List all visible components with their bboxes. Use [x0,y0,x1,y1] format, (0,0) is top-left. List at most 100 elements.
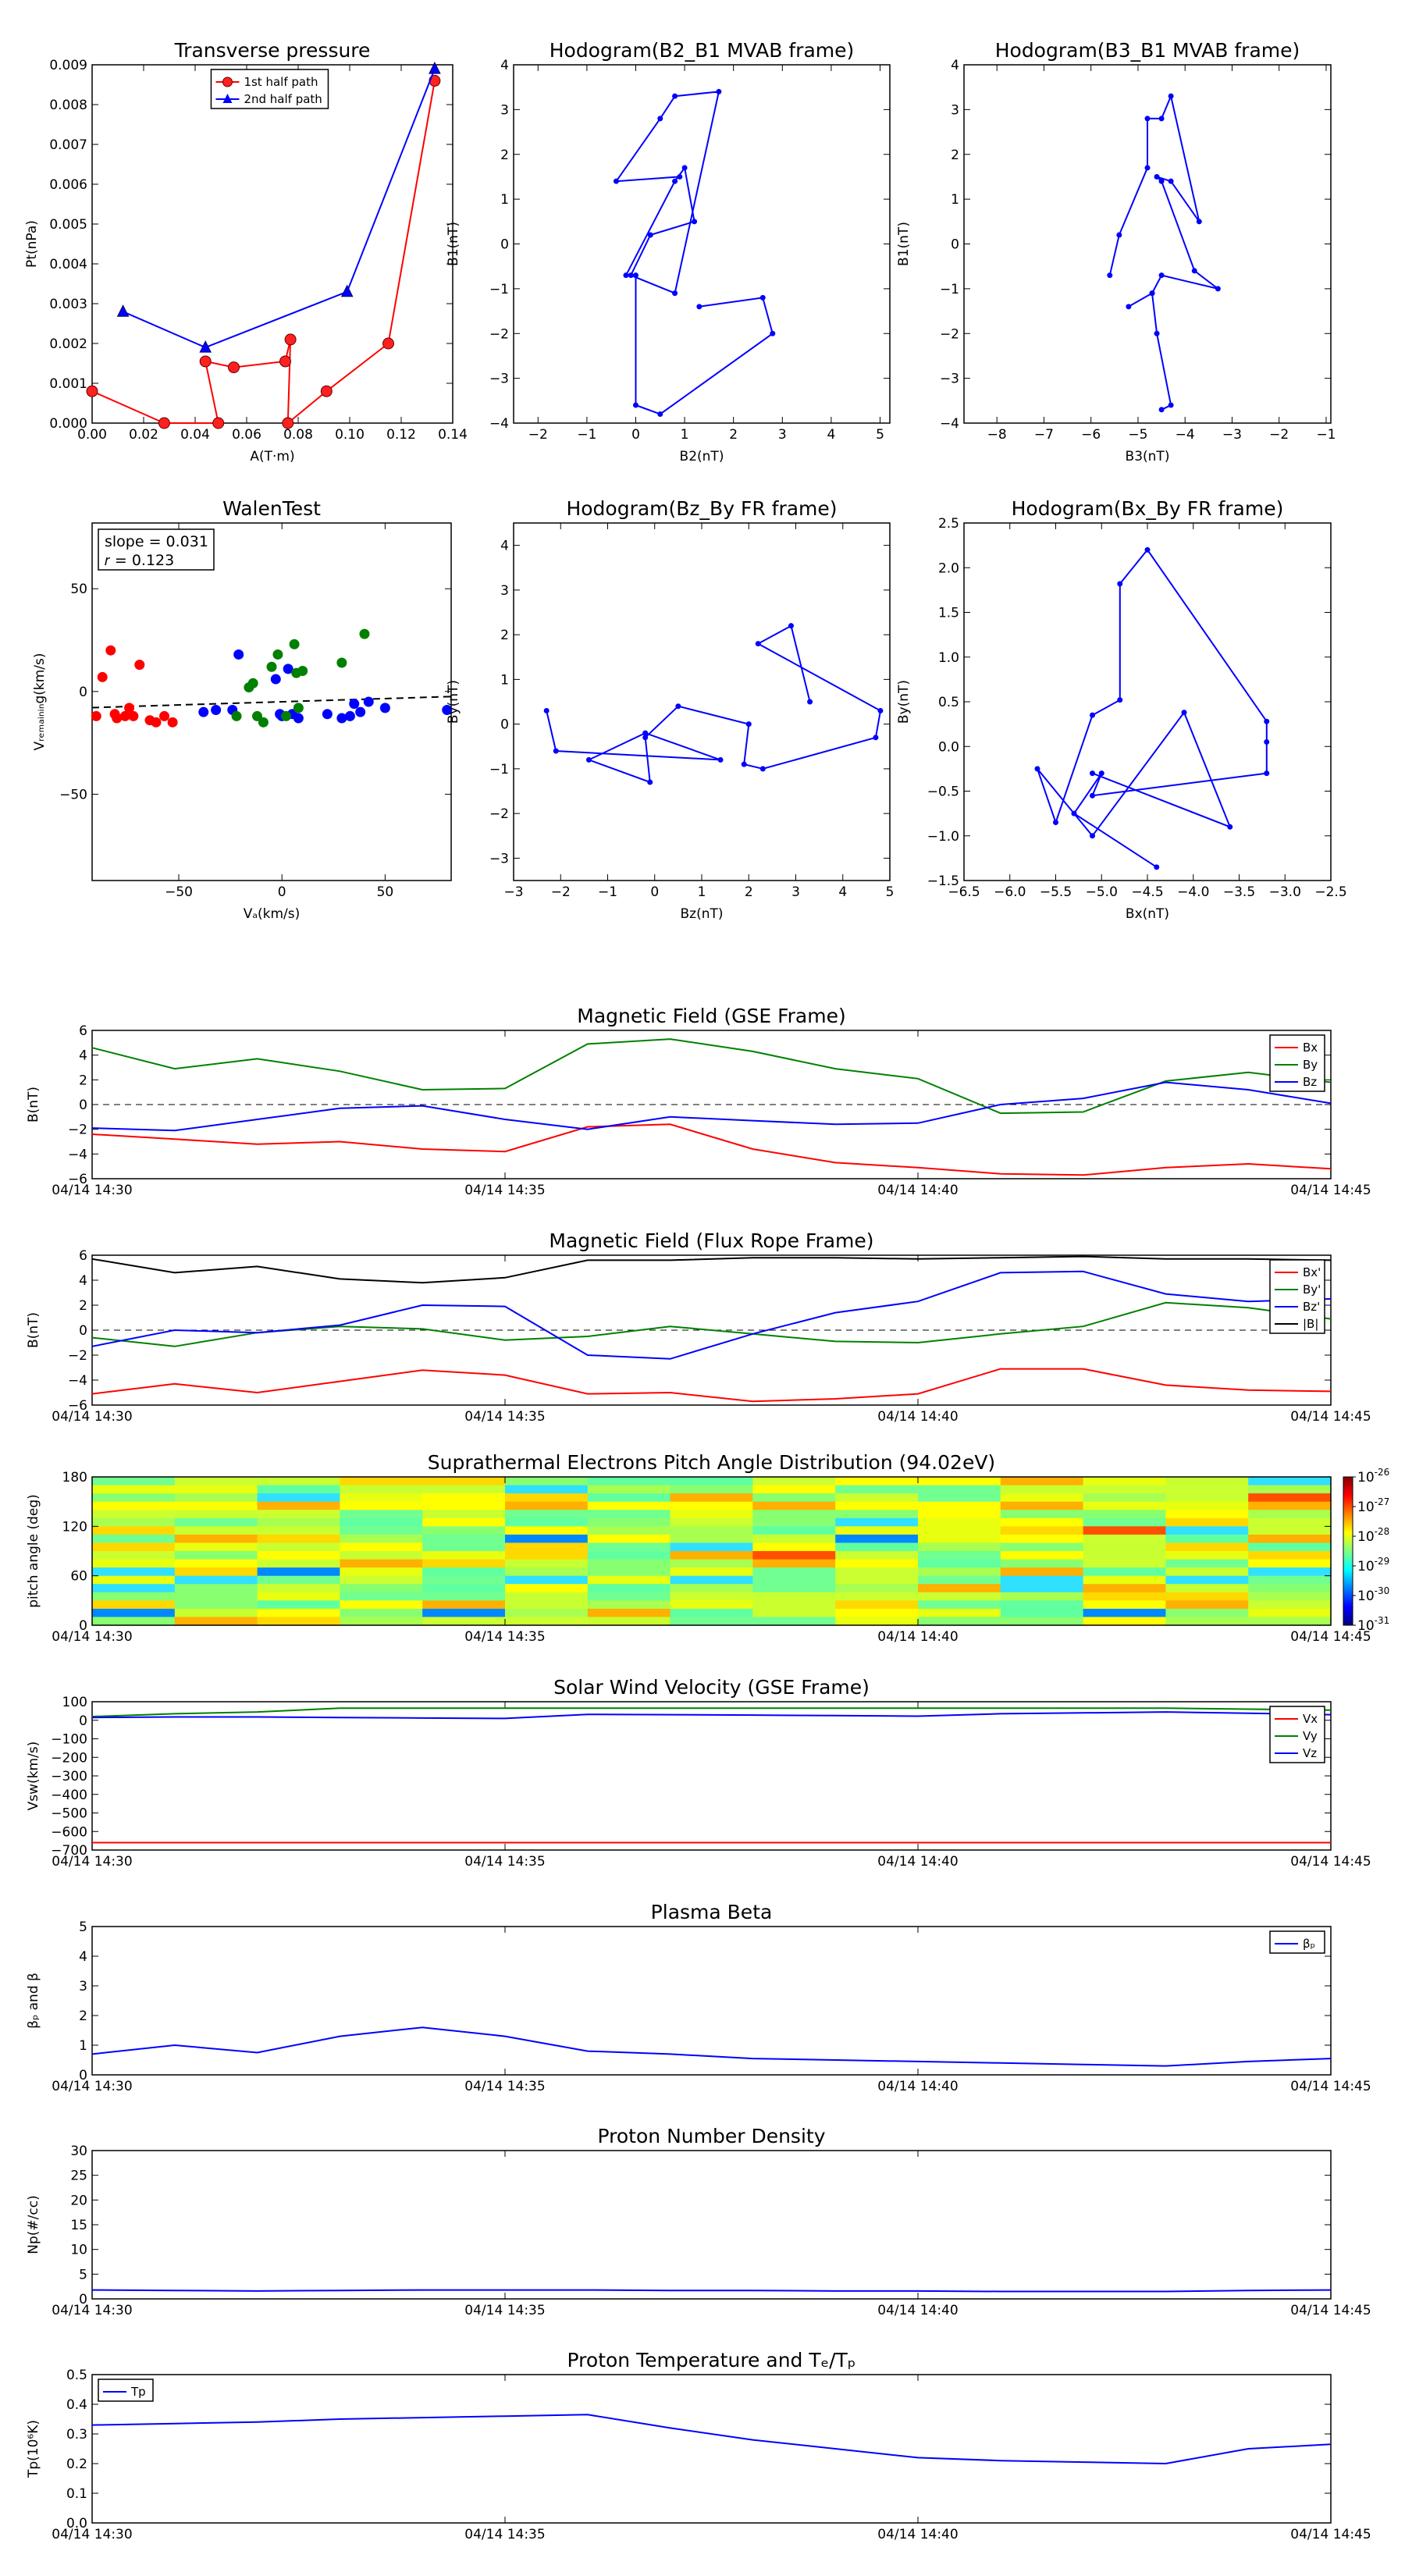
heatmap-cell [752,1575,836,1585]
heatmap-cell [92,1551,176,1560]
x-tick-label: 04/14 14:40 [877,1183,958,1198]
x-axis-label: Bx(nT) [1126,906,1169,922]
heatmap-cell [1165,1510,1249,1519]
data-point [212,417,225,429]
series-line-0 [91,1368,1332,1403]
y-tick-label: 0.000 [49,416,87,432]
data-point [681,165,688,171]
y-tick-label: 0.003 [49,297,87,312]
y-tick-label: 3 [500,102,509,118]
heatmap-cell [257,1608,340,1618]
y-tick-label: −6 [68,1398,87,1414]
y-tick-label: 6 [79,1023,87,1039]
heatmap-cell [257,1617,340,1626]
heatmap-cell [670,1526,753,1535]
chart-title: Transverse pressure [174,39,371,62]
y-tick-label: −1 [489,282,509,297]
heatmap-cell [918,1477,1001,1486]
data-point [199,355,212,368]
data-point [1117,697,1123,703]
heatmap-cell [92,1526,176,1535]
chart-title: Solar Wind Velocity (GSE Frame) [553,1676,870,1699]
series-line-0 [91,1123,1332,1176]
heatmap-cell [752,1526,836,1535]
data-point [642,735,649,741]
legend-label: By' [1303,1283,1321,1297]
data-point [717,756,724,763]
x-tick-label: −2.5 [1314,884,1346,900]
data-point [696,304,702,310]
heatmap-cell [1165,1600,1249,1610]
series-line-3 [91,1255,1332,1284]
y-tick-label: −2 [68,1348,87,1364]
heatmap-cell [92,1584,176,1593]
y-tick-label: 100 [62,1695,87,1710]
x-tick-label: 04/14 14:30 [52,2527,132,2542]
chart-title: Magnetic Field (GSE Frame) [577,1005,845,1027]
heatmap-cell [1165,1608,1249,1618]
heatmap-cell [257,1517,340,1527]
heatmap-cell [174,1584,258,1593]
heatmap-cell [1165,1517,1249,1527]
y-tick-label: −4 [68,1373,87,1389]
plot-frame [91,522,452,881]
heatmap-cell [1248,1617,1332,1626]
heatmap-cell [505,1493,589,1503]
series-line-1 [91,1707,1332,1717]
x-tick-label: 04/14 14:30 [52,2079,132,2094]
heatmap-cell [835,1510,919,1519]
heatmap-cell [257,1600,340,1610]
heatmap-cell [340,1575,423,1585]
heatmap-cell [587,1575,671,1585]
data-point [1191,268,1197,274]
heatmap-cell [835,1600,919,1610]
heatmap-cell [835,1501,919,1510]
y-tick-label: −50 [59,787,87,802]
y-tick-label: −3 [489,851,509,866]
heatmap-cell [257,1477,340,1486]
chart-title: Magnetic Field (Flux Rope Frame) [549,1229,873,1252]
heatmap-cell [340,1501,423,1510]
chart-title: WalenTest [222,497,321,520]
series-line-2 [91,1081,1332,1132]
heatmap-cell [422,1534,506,1544]
heatmap-cell [670,1584,753,1593]
plot-frame [513,64,891,424]
chart-title: Hodogram(B3_B1 MVAB frame) [995,39,1300,62]
heatmap-cell [174,1559,258,1568]
scatter-point [198,706,209,717]
heatmap-cell [422,1485,506,1494]
heatmap-cell [1083,1567,1166,1577]
colorbar-label: 10-30 [1357,1585,1389,1604]
y-tick-label: −2 [489,806,509,822]
heatmap-cell [918,1493,1001,1503]
heatmap-cell [1000,1542,1084,1552]
data-point [672,93,678,99]
x-tick-label: 04/14 14:35 [464,2303,545,2318]
plot-frame [91,1701,1332,1851]
legend-label: Tp [130,2385,146,2399]
x-tick-label: −5.5 [1040,884,1072,900]
data-point [86,385,98,397]
heatmap-cell [752,1501,836,1510]
y-tick-label: 1.5 [938,606,959,621]
heatmap-cell [174,1592,258,1601]
y-tick-label: −1.0 [927,829,959,845]
data-point [1264,770,1270,777]
annotation-r: 𝑟 = 0.123 [105,552,174,569]
y-tick-label: 50 [70,582,87,597]
heatmap-cell [340,1608,423,1618]
data-point [647,232,653,238]
plot-frame [91,1476,1332,1626]
data-point [657,411,663,418]
x-tick-label: −4.0 [1177,884,1209,900]
plot-frame [91,1926,1332,2076]
series-line-2 [91,1711,1332,1720]
chart-p3: Hodogram(B3_B1 MVAB frame) −8 −7 −6 −5 −4 −3 −2… [896,39,1336,464]
y-tick-label: 120 [62,1519,87,1535]
heatmap-cell [340,1485,423,1494]
x-tick-label: 04/14 14:30 [52,2303,132,2318]
heatmap-cell [670,1477,753,1486]
heatmap-cell [1083,1534,1166,1544]
